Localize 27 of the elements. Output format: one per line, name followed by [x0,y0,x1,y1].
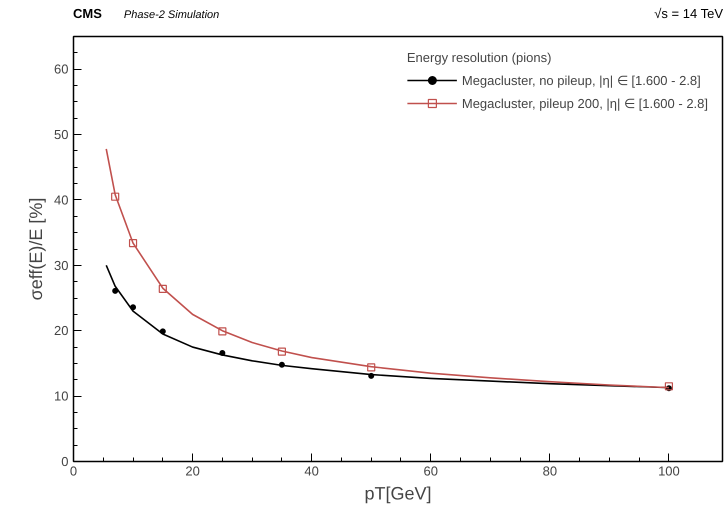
point [218,327,226,336]
y-tick-label: 10 [54,388,69,404]
y-tick-label: 20 [54,323,69,338]
y-tick-label: 40 [54,192,69,208]
x-tick-label: 80 [542,464,558,478]
legend-title: Energy resolution (pions) [406,50,552,65]
y-axis-title: σeff(E)/E [%] [26,198,46,300]
point [278,348,286,356]
x-tick-label: 60 [424,464,438,478]
x-axis-title: pT[GeV] [364,484,432,504]
legend-label: Megacluster, pileup 200, |η| ∈ [1.600 - 2.8] [462,96,708,110]
text: √s = 14 TeV [654,5,723,23]
x-tick-label: 40 [304,464,319,478]
point [128,239,138,248]
text: Phase-2 Simulation [124,8,220,23]
point [367,363,376,372]
x-tick-label: 100 [658,464,680,478]
y-tick-label: 0 [61,454,69,469]
y-tick-label: 50 [54,127,69,142]
y-tick-label: 60 [54,62,69,77]
y-tick-label: 30 [54,258,69,273]
text: CMS [73,5,102,23]
point [158,284,167,293]
point [664,382,674,390]
point [111,192,120,201]
x-tick-label: 20 [185,464,200,478]
legend-label: Megacluster, no pileup, |η| ∈ [1.600 - 2.8] [462,72,701,88]
